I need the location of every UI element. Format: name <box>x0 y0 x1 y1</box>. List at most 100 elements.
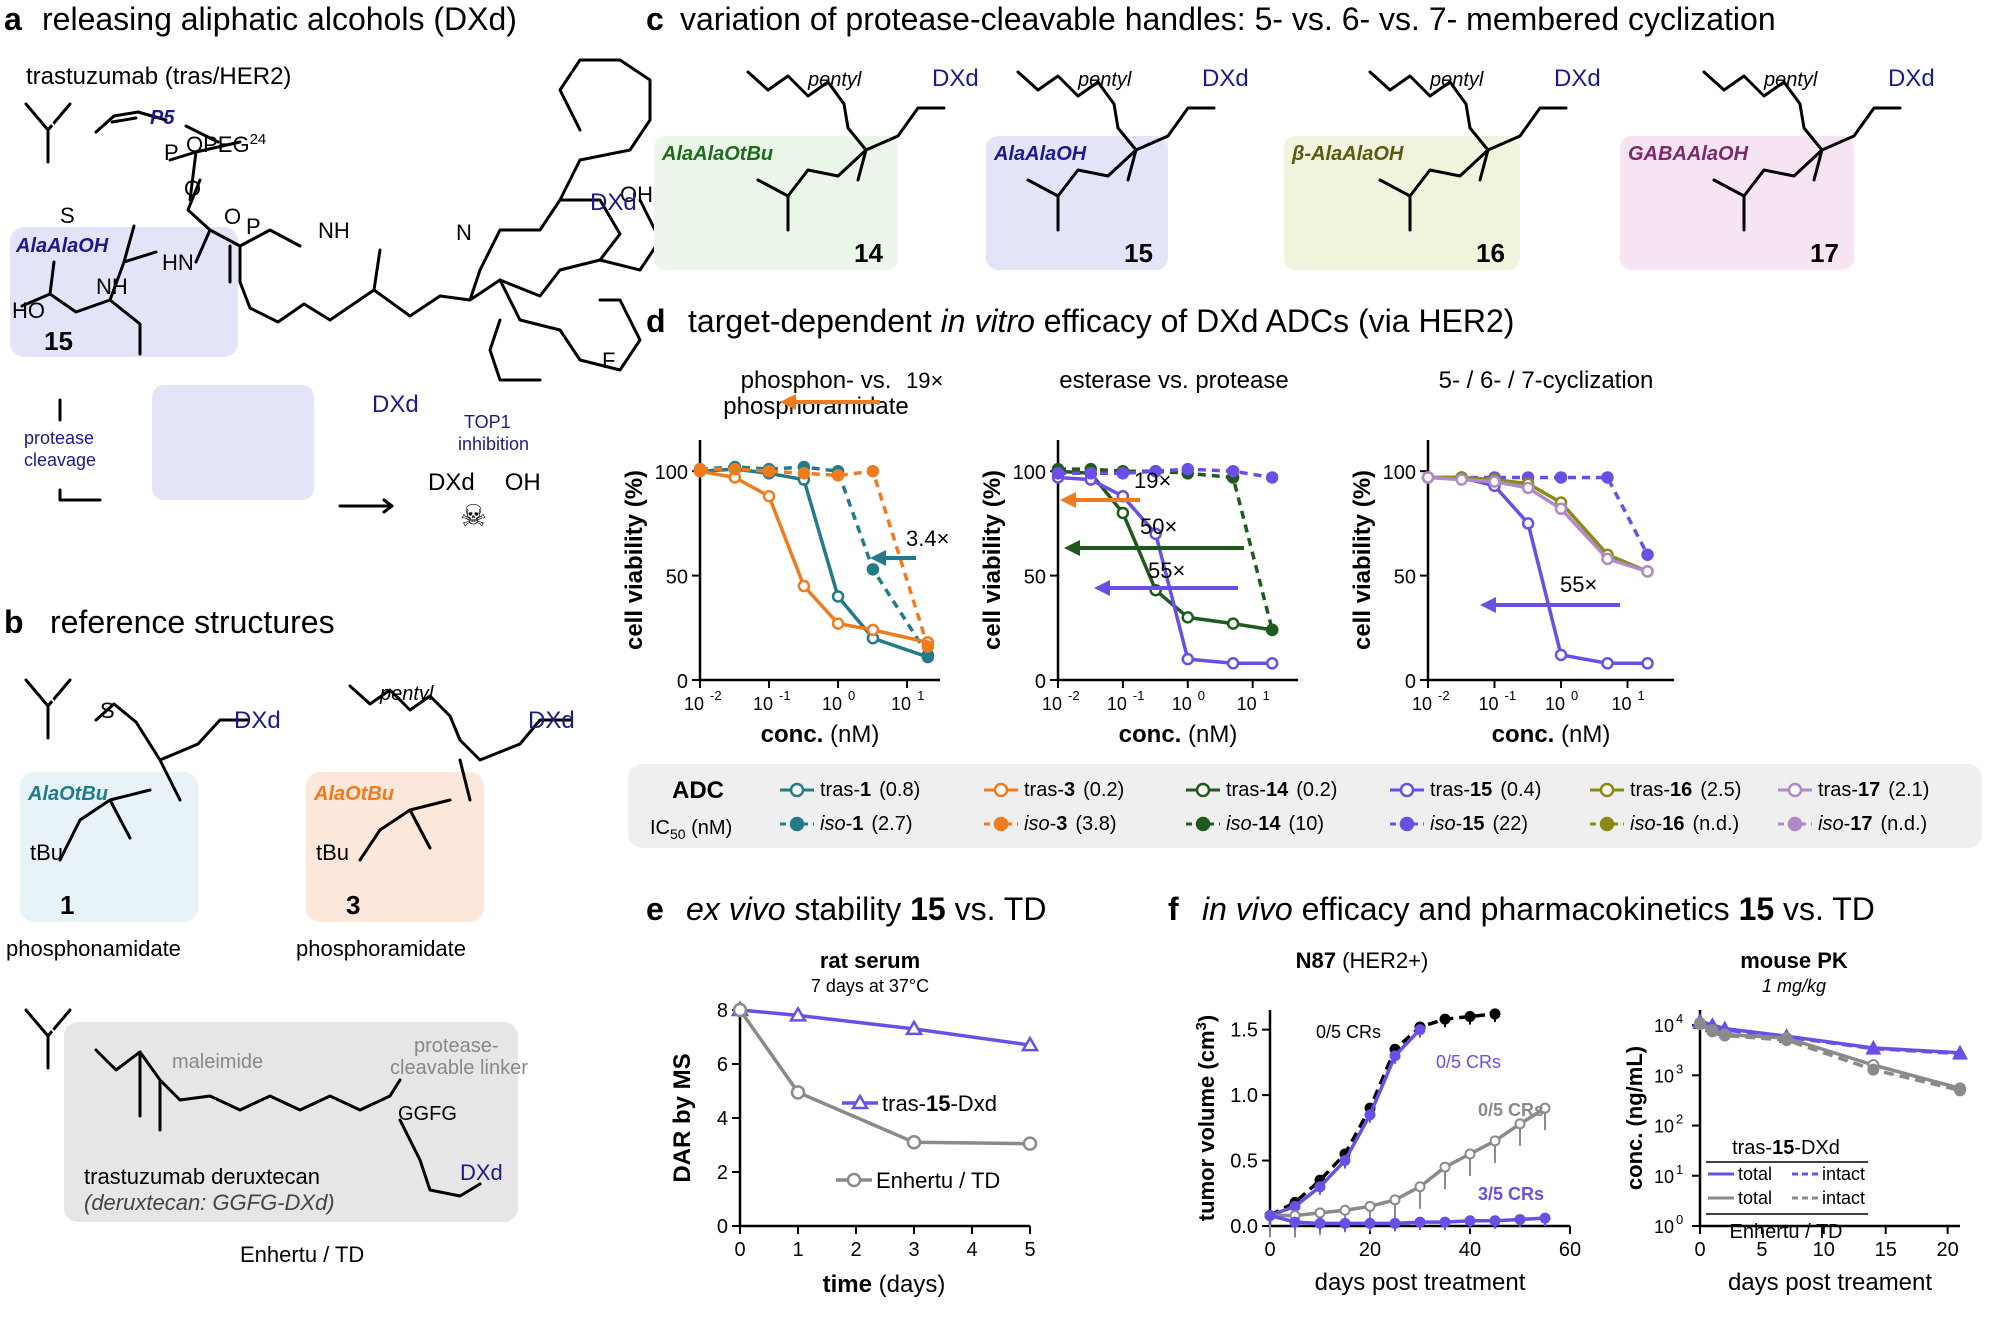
plot-e-axes <box>738 1010 1030 1228</box>
pentyl-15: pentyl <box>1077 69 1132 91</box>
plot-d1-title-2: phosphoramidate <box>723 393 908 420</box>
point-tras-3 <box>762 490 776 503</box>
ytick-base: 10 <box>1654 1016 1674 1036</box>
atom-S-b: S <box>100 698 115 723</box>
point-iso-15 <box>1641 548 1654 561</box>
panel-e-letter: e <box>646 891 664 927</box>
point-f1-2 <box>1339 1204 1351 1216</box>
point-f1-3 <box>1489 1215 1501 1227</box>
legend-text: iso-17 (n.d.) <box>1818 813 1927 835</box>
box-17-label: GABAAlaOH <box>1628 143 1749 165</box>
point-iso-3 <box>866 464 880 478</box>
atom-NH2: NH <box>318 218 350 243</box>
ytick-label: 100 <box>1013 462 1046 484</box>
ytick-label: 50 <box>1394 567 1416 589</box>
fold-label: 55× <box>1560 572 1597 597</box>
atom-HN: HN <box>162 250 194 275</box>
box-17 <box>1620 136 1854 270</box>
xtick-exp: -2 <box>710 688 722 703</box>
panel-d: d target-dependent in vitro efficacy of … <box>621 303 1674 748</box>
structure-1 <box>58 702 250 862</box>
point-f1-2 <box>1464 1148 1476 1160</box>
fold-label: 3.4× <box>906 526 949 551</box>
protease-label-1: protease- <box>414 1035 499 1057</box>
dxd-b1: DXd <box>234 707 281 734</box>
td-label: Enhertu / TD <box>240 1242 364 1267</box>
xtick-exp: -1 <box>1505 688 1517 703</box>
point-tras-15 <box>1521 517 1535 530</box>
cr-label-3: 3/5 CRs <box>1478 1184 1544 1204</box>
legend-text: tras-1 (0.8) <box>820 779 920 801</box>
xtick-label: 5 <box>1756 1239 1767 1261</box>
panel-e-title: ex vivo stability 15 vs. TD <box>686 891 1046 927</box>
point-f2-3 <box>1954 1084 1966 1097</box>
point-f1-2 <box>1364 1200 1376 1212</box>
point-iso-15 <box>1601 471 1614 484</box>
point-tras-15 <box>1149 527 1162 541</box>
td-name: trastuzumab deruxtecan <box>84 1164 320 1189</box>
xtick-label: 0 <box>1694 1239 1705 1261</box>
label-phosphoramidate: phosphoramidate <box>296 936 466 961</box>
cmpd-15-number: 15 <box>1124 238 1153 268</box>
point-tras-3 <box>831 617 845 630</box>
point-f2-1 <box>1952 1045 1968 1060</box>
legend-ic50: IC50 (nM) <box>650 817 732 842</box>
plot-d1-title-1: phosphon- vs. <box>741 367 892 394</box>
xtick-base: 10 <box>753 694 773 714</box>
xtick-label: 4 <box>966 1239 977 1261</box>
plot-d2-xlabel: conc. (nM) <box>1119 721 1238 748</box>
plot-f1-xlabel: days post treatment <box>1315 1269 1526 1296</box>
ytick-label: 8 <box>717 1000 728 1022</box>
legend-marker <box>1195 782 1211 798</box>
fold-arrowhead <box>1480 597 1496 613</box>
point-iso-3 <box>797 467 811 480</box>
series-f2-3 <box>1699 1022 1961 1093</box>
panel-f: f in vivo efficacy and pharmacokinetics … <box>1168 891 1968 1296</box>
panel-a-title: releasing aliphatic alcohols (DXd) <box>42 1 517 37</box>
ytick-label: 50 <box>1024 567 1046 589</box>
td-deruxtecan: (deruxtecan: GGFG-DXd) <box>84 1190 335 1215</box>
point-tras-3 <box>797 579 811 593</box>
antibody-icon <box>24 102 72 164</box>
cmpd-1-number: 1 <box>60 890 74 920</box>
point-iso-14 <box>1265 623 1279 637</box>
legend-marker <box>789 782 805 798</box>
point-tras-15 <box>1554 648 1568 662</box>
cmpd-15-number: 15 <box>44 326 73 356</box>
pk-leg-total: total <box>1738 1188 1772 1208</box>
point-tras-15 <box>1601 657 1614 670</box>
p5-label: P5 <box>150 107 175 129</box>
ytick-label: 0.0 <box>1230 1216 1258 1238</box>
atom-OH: OH <box>620 182 653 207</box>
legend-e-tras-marker <box>850 1093 870 1110</box>
point-tras-17 <box>1488 475 1501 488</box>
cleavage-text-1: protease <box>24 428 94 448</box>
point-iso-15 <box>1265 471 1279 484</box>
ytick-label: 4 <box>717 1108 728 1130</box>
xtick-exp: 0 <box>1571 688 1578 703</box>
point-f2-3 <box>1867 1063 1880 1076</box>
xtick-base: 10 <box>1412 694 1432 714</box>
ytick-label: 0.5 <box>1230 1151 1258 1173</box>
point-f1-2 <box>1514 1118 1526 1130</box>
ytick-base: 10 <box>1654 1117 1674 1137</box>
ytick-label: 0 <box>717 1216 728 1238</box>
pentyl-17: pentyl <box>1763 69 1818 91</box>
xtick-label: 2 <box>850 1239 861 1261</box>
atom-NH: NH <box>96 274 128 299</box>
series-tras-1 <box>699 467 929 659</box>
cleavage-text-2: cleavage <box>24 450 96 470</box>
ytick-exp: 4 <box>1676 1011 1683 1026</box>
point-f2-3 <box>1694 1018 1706 1031</box>
dxd-b3: DXd <box>528 707 575 734</box>
legend-marker <box>1399 816 1415 832</box>
release-arrow <box>338 498 394 514</box>
plot-e-title: rat serum <box>820 948 920 973</box>
legend-marker <box>1787 782 1803 798</box>
dxd-oh-label: DXd OH <box>428 469 541 496</box>
cr-label-1: 0/5 CRs <box>1436 1052 1501 1072</box>
legend-text: iso-14 (10) <box>1226 813 1324 835</box>
fold-arrowhead <box>780 394 796 410</box>
point-f1-3 <box>1314 1217 1326 1229</box>
